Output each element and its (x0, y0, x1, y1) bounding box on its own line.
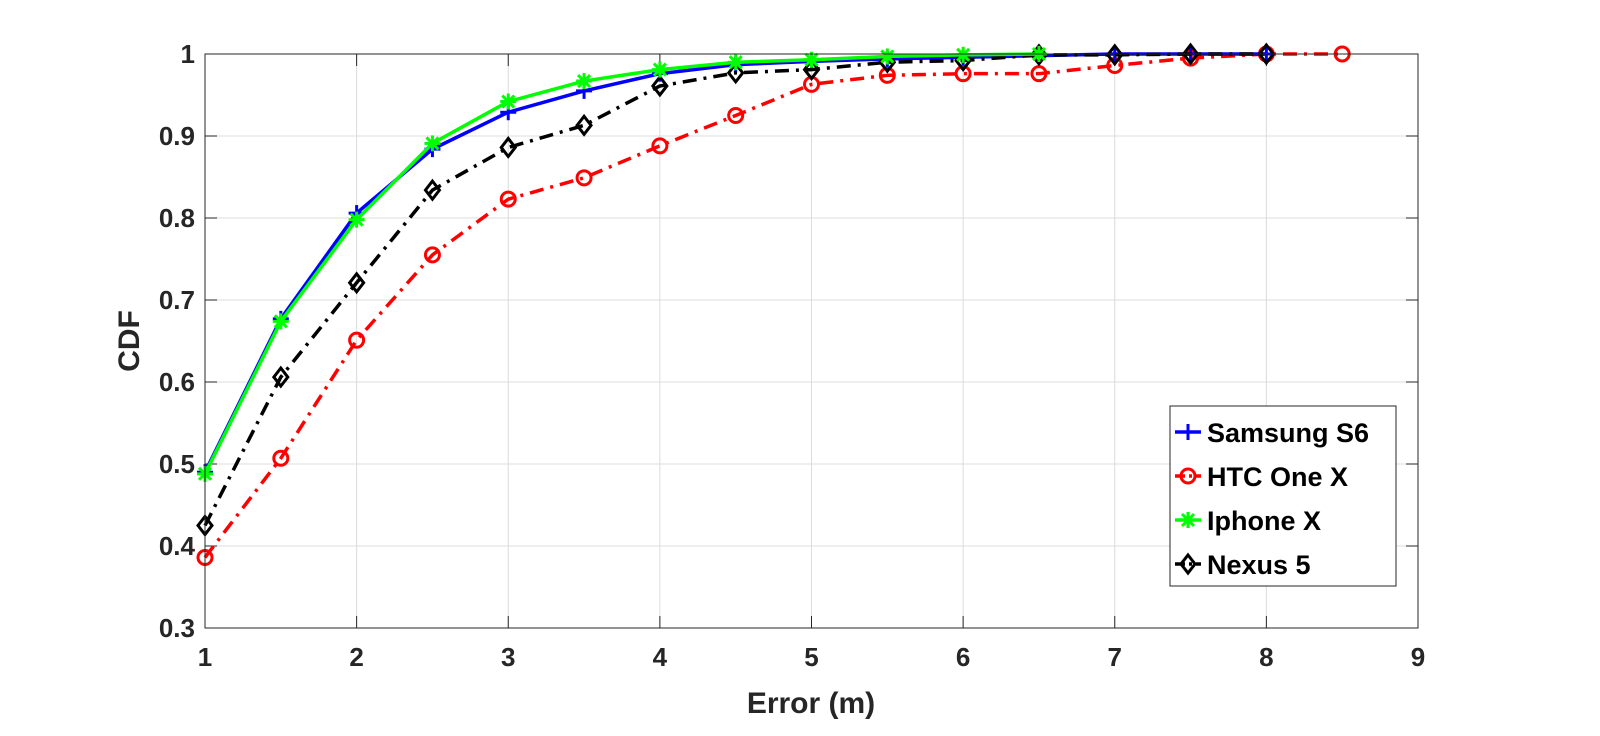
legend-item-iphone-x: Iphone X (1175, 506, 1321, 536)
x-tick-label: 4 (653, 642, 668, 672)
x-tick-label: 7 (1108, 642, 1122, 672)
data-point (1030, 65, 1048, 83)
y-tick-label: 0.7 (159, 285, 195, 315)
x-tick-labels: 1 2 3 4 5 6 7 8 9 (198, 642, 1425, 672)
y-tick-label: 0.6 (159, 367, 195, 397)
legend-item-nexus-5: Nexus 5 (1175, 550, 1311, 580)
data-point (423, 246, 441, 264)
legend-item-htc-one-x: HTC One X (1175, 462, 1348, 492)
data-point (423, 178, 442, 202)
y-tick-labels: 0.3 0.4 0.5 0.6 0.7 0.8 0.9 1 (159, 39, 196, 643)
data-point (575, 113, 593, 137)
x-tick-label: 2 (349, 642, 363, 672)
legend-box (1169, 405, 1397, 587)
x-tick-label: 6 (956, 642, 970, 672)
series-line (203, 52, 1267, 527)
data-point (576, 73, 593, 90)
series-nexus-5 (196, 42, 1276, 537)
data-point (802, 58, 821, 82)
data-point (499, 136, 518, 159)
y-tick-label: 0.4 (159, 531, 196, 561)
data-point (650, 74, 669, 98)
data-point (347, 271, 366, 295)
legend-marker (1180, 512, 1196, 528)
y-tick-label: 0.5 (159, 449, 195, 479)
data-point (575, 169, 593, 187)
data-point (878, 66, 896, 84)
series-line (203, 52, 1039, 475)
data-point (272, 449, 290, 467)
legend-marker (1179, 467, 1197, 485)
legend-item-samsung-s6: Samsung S6 (1175, 418, 1369, 448)
y-tick-label: 0.9 (159, 121, 195, 151)
data-point (726, 61, 745, 85)
x-axis-label: Error (m) (747, 687, 875, 720)
x-tick-label: 1 (198, 642, 212, 672)
data-point (424, 135, 441, 152)
data-point (271, 365, 290, 389)
x-tick-label: 8 (1259, 642, 1273, 672)
y-tick-label: 1 (181, 39, 195, 69)
legend-label: Samsung S6 (1207, 418, 1369, 448)
plot-frame (204, 53, 1419, 629)
data-point (955, 46, 972, 63)
x-tick-label: 9 (1411, 642, 1425, 672)
data-point (348, 211, 365, 228)
data-point (272, 313, 289, 330)
data-point (954, 65, 972, 83)
y-tick-label: 0.8 (159, 203, 195, 233)
data-point (727, 54, 744, 71)
data-point (1181, 42, 1200, 66)
y-axis-label: CDF (113, 310, 146, 372)
legend-marker (1180, 424, 1196, 440)
legend-label: Nexus 5 (1207, 550, 1311, 580)
series-line (203, 52, 1343, 559)
x-tick-label: 3 (501, 642, 515, 672)
legend: Samsung S6 HTC One X Iphone X Nexus 5 (1169, 405, 1397, 587)
x-tick-label: 5 (804, 642, 818, 672)
data-point (500, 93, 517, 110)
data-point (651, 61, 668, 78)
data-point (1105, 43, 1124, 67)
data-point (348, 331, 366, 349)
y-tick-label: 0.3 (159, 613, 195, 643)
data-point (727, 107, 745, 124)
data-point (1257, 42, 1276, 66)
data-point (499, 190, 517, 208)
legend-label: HTC One X (1207, 462, 1348, 492)
data-point (879, 48, 896, 65)
data-point (651, 137, 669, 155)
legend-marker (1179, 552, 1197, 576)
data-point (1030, 43, 1048, 67)
legend-label: Iphone X (1207, 506, 1321, 536)
grid (205, 54, 1418, 628)
